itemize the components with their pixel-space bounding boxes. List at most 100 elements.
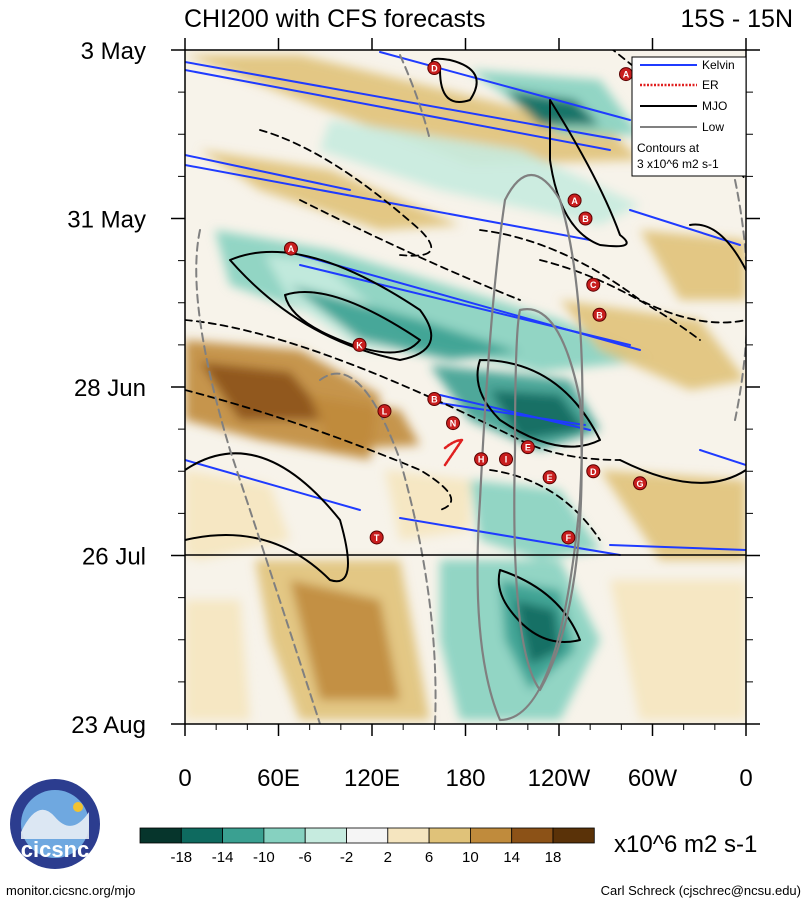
storm-marker-circle — [592, 307, 607, 322]
axes: 0 60E 120E 180 120W 60W 0 3 May 31 May 28 Jun 26 J… — [67, 38, 760, 792]
shading-region-3 — [505, 90, 600, 125]
colorbar-box — [304, 827, 347, 844]
legend-note-line1: Contours at — [637, 141, 700, 155]
x-tick-label: 0 — [178, 765, 191, 792]
y-tick-label: 3 May — [81, 38, 146, 65]
region-label: 15S - 15N — [680, 5, 793, 33]
storm-marker: T — [369, 530, 384, 545]
storm-marker-label: E — [547, 473, 553, 483]
storm-marker: B — [427, 392, 442, 407]
storm-marker: F — [561, 530, 576, 545]
contour-line-27 — [185, 389, 453, 511]
shading-region-25 — [185, 600, 250, 720]
storm-marker: A — [619, 67, 634, 82]
colorbar-box — [511, 827, 554, 844]
contour-line-33 — [513, 308, 583, 692]
logo-sun-icon — [73, 802, 83, 812]
legend-box — [631, 56, 747, 177]
colorbar-tick-label: 14 — [503, 849, 520, 866]
y-tick-label: 28 Jun — [74, 375, 146, 402]
contour-line-20 — [185, 452, 349, 583]
storm-marker-label: B — [582, 214, 589, 224]
storm-marker-circle — [377, 404, 392, 419]
storm-marker: I — [499, 452, 514, 467]
colorbar-tick-label: 10 — [462, 849, 479, 866]
colorbar-tick-label: -10 — [253, 849, 275, 866]
colorbar-units: x10^6 m2 s-1 — [614, 831, 757, 858]
contour-line-9 — [185, 459, 361, 511]
storm-marker-circle — [283, 241, 298, 256]
contour-line-15 — [431, 57, 478, 103]
storm-marker: C — [586, 277, 601, 292]
contour-line-12 — [609, 544, 746, 551]
contour-line-18 — [284, 291, 421, 354]
contour-line-8 — [439, 402, 586, 426]
colorbar-tick-label: -2 — [340, 849, 353, 866]
storm-marker-circle — [633, 476, 648, 491]
storm-marker-circle — [369, 530, 384, 545]
colorbar-box — [469, 827, 513, 844]
legend-low-label: Low — [702, 120, 724, 134]
contour-line-1 — [185, 69, 611, 151]
footer-credit: Carl Schreck (cjschrec@ncsu.edu) — [600, 883, 801, 898]
y-tick-label: 31 May — [67, 207, 146, 234]
contour-line-30 — [489, 469, 601, 541]
storm-marker: H — [474, 452, 489, 467]
storm-marker-label: I — [505, 455, 508, 465]
y-tick-label: 23 Aug — [71, 712, 146, 739]
colorbar-box — [346, 827, 389, 844]
storm-marker: A — [567, 193, 582, 208]
contour-line-6 — [299, 264, 631, 346]
storm-marker-label: A — [571, 196, 578, 206]
legend-kelvin-label: Kelvin — [702, 58, 735, 72]
contour-line-37 — [734, 179, 746, 421]
colorbar-box — [263, 827, 306, 844]
colorbar-tick-label: -6 — [299, 849, 312, 866]
colorbar-box — [139, 827, 182, 844]
storm-marker-label: N — [450, 419, 457, 429]
shading-region-13 — [560, 300, 746, 390]
colorbar-tick-label: -14 — [212, 849, 234, 866]
colorbar-box — [387, 827, 430, 844]
colorbar-tick-label: -18 — [170, 849, 192, 866]
storm-marker-label: D — [590, 467, 597, 477]
shading-region-15 — [185, 470, 290, 560]
x-tick-label: 60E — [257, 765, 300, 792]
shading-region-23 — [515, 600, 560, 665]
x-tick-label: 120E — [344, 765, 400, 792]
contour-line-22 — [619, 459, 746, 484]
contour-line-28 — [479, 229, 746, 324]
chart-title: CHI200 with CFS forecasts — [184, 5, 486, 33]
shading-region-16 — [385, 470, 470, 540]
storm-marker: D — [427, 61, 442, 76]
contour-line-13 — [699, 449, 746, 466]
contour-line-11 — [629, 209, 741, 246]
shading-region-20 — [290, 580, 400, 700]
colorbar-tick-label: 2 — [384, 849, 392, 866]
storm-marker: D — [586, 464, 601, 479]
storm-marker-label: A — [623, 70, 630, 80]
storm-marker-circle — [474, 452, 489, 467]
storm-marker-label: C — [590, 280, 597, 290]
shading-region-24 — [610, 580, 746, 720]
storm-marker: A — [283, 241, 298, 256]
anomaly-shading — [185, 55, 746, 720]
storm-marker: L — [377, 404, 392, 419]
storm-marker: B — [578, 211, 593, 226]
logo-text: cicsnc — [21, 837, 90, 862]
storm-marker-label: F — [566, 533, 572, 543]
contour-line-19 — [476, 359, 601, 448]
legend: Kelvin ER MJO Low Contours at 3 x10^6 m2… — [631, 56, 747, 177]
colorbar-box — [552, 827, 595, 844]
contour-line-36 — [399, 54, 431, 141]
contour-line-29 — [539, 259, 701, 341]
storm-marker-label: D — [431, 64, 438, 74]
storm-marker-circle — [446, 416, 461, 431]
contour-line-34 — [195, 229, 321, 724]
x-tick-label: 0 — [739, 765, 752, 792]
shading-region-10 — [310, 395, 420, 450]
contour-line-3 — [185, 154, 351, 191]
storm-marker-circle — [561, 530, 576, 545]
